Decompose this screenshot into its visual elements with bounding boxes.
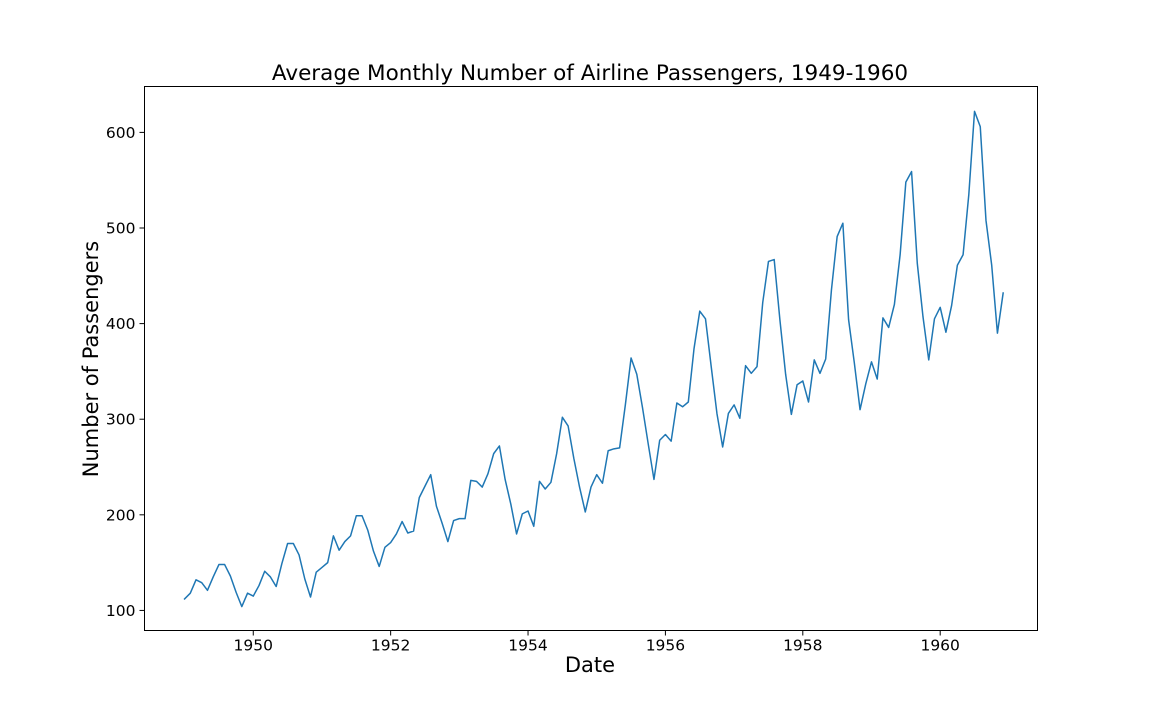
x-tick-label: 1954 bbox=[508, 637, 547, 655]
y-axis-label: Number of Passengers bbox=[79, 241, 103, 477]
x-tick-label: 1958 bbox=[783, 637, 822, 655]
x-tick-label: 1960 bbox=[920, 637, 959, 655]
y-tick-label: 100 bbox=[106, 602, 136, 620]
chart-title: Average Monthly Number of Airline Passen… bbox=[272, 61, 908, 86]
y-axis: 100 200 300 400 500 600 bbox=[106, 124, 145, 620]
y-tick-label: 200 bbox=[106, 506, 136, 524]
y-tick-label: 600 bbox=[106, 124, 136, 142]
y-tick-label: 500 bbox=[106, 219, 136, 237]
axes-frame bbox=[144, 86, 1038, 631]
x-tick-label: 1950 bbox=[234, 637, 273, 655]
plot-area bbox=[183, 110, 1004, 608]
x-axis: 1950 1952 1954 1956 1958 1960 bbox=[234, 630, 960, 655]
x-tick-label: 1952 bbox=[371, 637, 410, 655]
series-line bbox=[183, 110, 1004, 608]
y-tick-label: 400 bbox=[106, 315, 136, 333]
x-tick-label: 1956 bbox=[646, 637, 685, 655]
y-tick-label: 300 bbox=[106, 411, 136, 429]
x-axis-label: Date bbox=[565, 653, 615, 677]
